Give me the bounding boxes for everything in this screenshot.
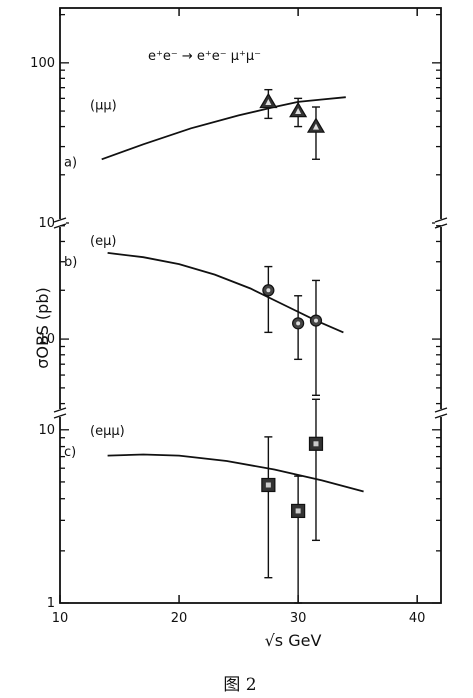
data-point-triangle-inner [265, 98, 272, 105]
axis-break-mark [53, 413, 67, 419]
x-tick-label: 30 [290, 611, 307, 626]
y-tick-label: 100 [30, 56, 55, 71]
data-point-triangle-inner [295, 108, 302, 115]
data-point-triangle-inner [312, 123, 319, 130]
data-point-square-inner [295, 508, 301, 514]
panel-tag: b) [64, 255, 77, 270]
y-axis-label: σOBS (pb) [33, 287, 52, 368]
data-point-circle-inner [296, 321, 301, 326]
theory-curve [107, 453, 364, 493]
x-tick-label: 10 [52, 611, 69, 626]
theory-curve [101, 96, 346, 161]
plot-frame [59, 7, 442, 604]
data-point-circle-inner [266, 288, 271, 293]
axis-break-gap [435, 409, 447, 417]
panel-tag: a) [64, 155, 77, 170]
panel-3: 1 10 c) (eμμ) [38, 398, 448, 611]
axis-break-mark [434, 217, 448, 223]
y-tick-label: 10 [38, 216, 55, 231]
axis-break-mark [53, 217, 67, 223]
data-point-square-inner [265, 482, 271, 488]
figure-caption: 图 2 [223, 675, 256, 695]
panel-1: 10 100 a) (μμ) [30, 13, 441, 231]
theory-curve [107, 252, 344, 334]
x-axis-label: √s GeV [265, 631, 322, 650]
panel-channel-label: (eμμ) [90, 424, 125, 439]
axis-break-mark [434, 413, 448, 419]
x-tick-label: 20 [171, 611, 188, 626]
y-tick-label: 10 [38, 332, 55, 347]
data-point-square-inner [313, 441, 319, 447]
axis-break-gap [54, 409, 66, 417]
x-tick-label: 40 [409, 611, 426, 626]
panel-channel-label: (eμ) [90, 234, 116, 249]
axis-break-mark [53, 407, 67, 413]
panel-tag: c) [64, 445, 76, 460]
data-point-circle-inner [313, 318, 318, 323]
panel-2: 10 b) (eμ) [38, 217, 448, 405]
axis-break-gap [54, 219, 66, 227]
axis-break-gap [435, 219, 447, 227]
axis-break-mark [434, 407, 448, 413]
y-tick-label: 10 [38, 423, 55, 438]
reaction-label: e⁺e⁻ → e⁺e⁻ μ⁺μ⁻ [148, 49, 261, 64]
panel-channel-label: (μμ) [90, 98, 117, 113]
y-tick-label: 1 [47, 596, 55, 611]
